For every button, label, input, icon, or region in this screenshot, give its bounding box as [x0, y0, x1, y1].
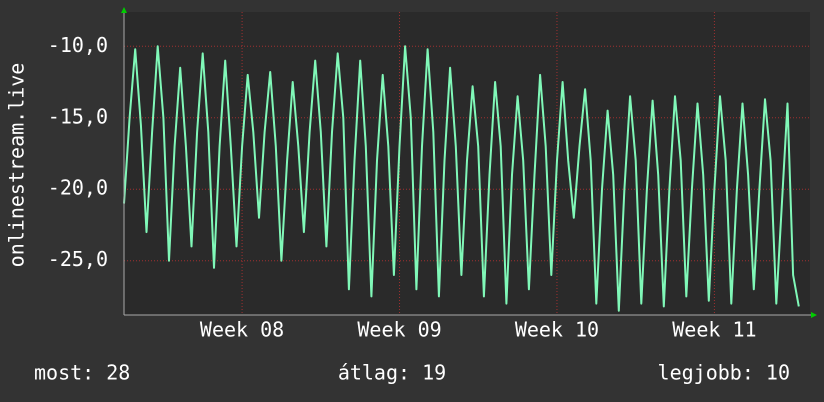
footer-average: átlag: 19	[338, 361, 446, 385]
y-arrow	[121, 7, 127, 13]
plot	[123, 45, 800, 312]
grid	[124, 12, 810, 315]
x-tick-label: Week 08	[200, 318, 284, 342]
x-tick-label: Week 10	[515, 318, 599, 342]
footer-best: legjobb: 10	[658, 361, 790, 385]
x-arrow	[811, 312, 817, 318]
footer-current: most: 28	[34, 361, 130, 385]
y-tick-label: -20,0	[48, 176, 108, 200]
y-axis-label: onlinestream.live	[5, 63, 29, 268]
x-tick-label: Week 09	[357, 318, 441, 342]
y-tick-label: -10,0	[48, 33, 108, 57]
y-tick-label: -25,0	[48, 247, 108, 271]
x-tick-label: Week 11	[672, 318, 756, 342]
data-line	[123, 45, 800, 312]
y-tick-label: -15,0	[48, 104, 108, 128]
